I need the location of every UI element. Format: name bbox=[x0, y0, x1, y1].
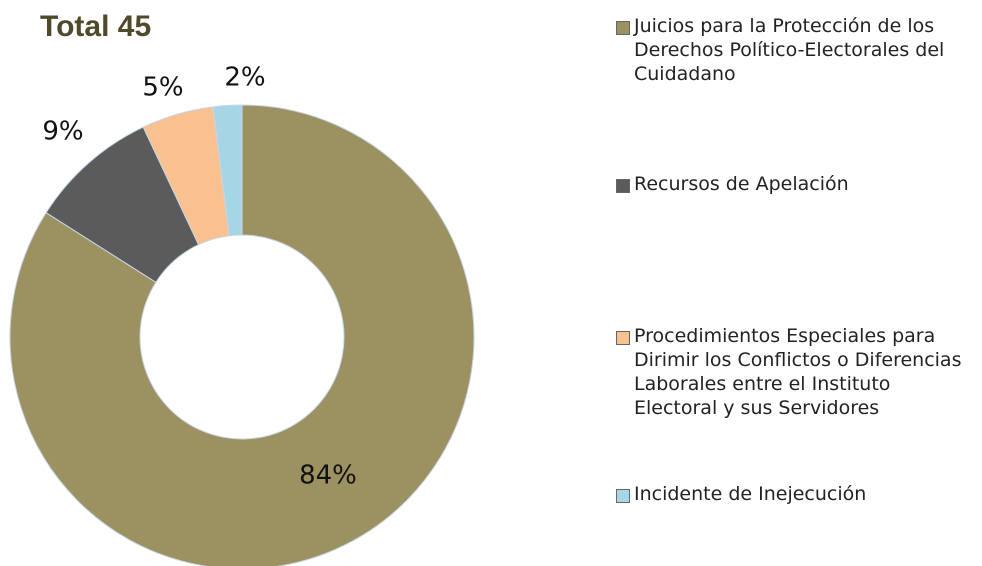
legend-swatch bbox=[616, 489, 630, 503]
legend-swatch bbox=[616, 179, 630, 193]
legend-swatch bbox=[616, 21, 630, 35]
value-label: 9% bbox=[42, 117, 83, 147]
donut-slice bbox=[9, 104, 475, 566]
legend-swatch bbox=[616, 331, 630, 345]
value-label: 84% bbox=[299, 461, 357, 491]
legend-label: Incidente de Inejecución bbox=[634, 483, 867, 505]
value-label: 2% bbox=[224, 63, 265, 93]
legend-label: Procedimientos Especiales para Dirimir l… bbox=[634, 325, 962, 419]
legend-label: Recursos de Apelación bbox=[634, 173, 849, 195]
chart-title: Total 45 bbox=[40, 10, 152, 43]
value-label: 5% bbox=[142, 73, 183, 103]
legend-label: Juicios para la Protección de los Derech… bbox=[634, 15, 945, 85]
donut-slice bbox=[212, 104, 243, 237]
